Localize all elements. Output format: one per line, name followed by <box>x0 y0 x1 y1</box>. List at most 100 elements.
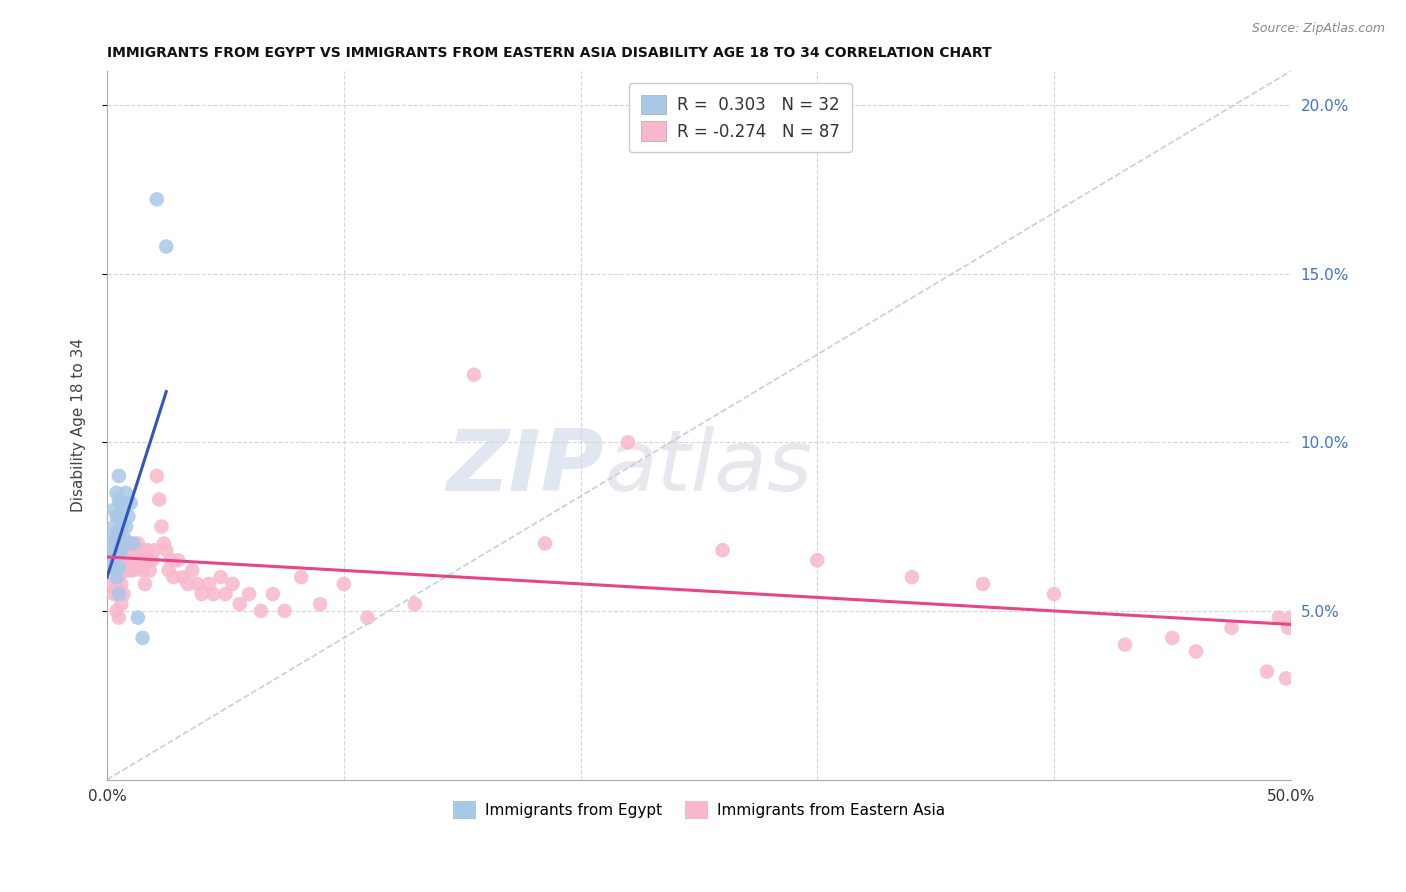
Point <box>110 577 132 591</box>
Point <box>228 597 250 611</box>
Point <box>127 536 149 550</box>
Point <box>101 553 124 567</box>
Point <box>117 509 139 524</box>
Point <box>103 560 125 574</box>
Point <box>108 469 131 483</box>
Point <box>120 496 142 510</box>
Point <box>273 604 295 618</box>
Point <box>105 604 128 618</box>
Point <box>131 631 153 645</box>
Point <box>404 597 426 611</box>
Point <box>103 560 125 574</box>
Point <box>124 553 146 567</box>
Point <box>250 604 273 618</box>
Point <box>214 587 236 601</box>
Point <box>186 577 208 591</box>
Point <box>238 587 260 601</box>
Point <box>148 492 170 507</box>
Point <box>356 610 378 624</box>
Point <box>108 570 131 584</box>
Point <box>309 597 332 611</box>
Point <box>146 192 169 206</box>
Point <box>167 553 190 567</box>
Point <box>972 577 994 591</box>
Point <box>153 536 176 550</box>
Text: atlas: atlas <box>605 426 813 509</box>
Point <box>122 543 145 558</box>
Point <box>101 553 124 567</box>
Legend: Immigrants from Egypt, Immigrants from Eastern Asia: Immigrants from Egypt, Immigrants from E… <box>447 796 952 825</box>
Point <box>221 577 243 591</box>
Point <box>146 469 169 483</box>
Point <box>172 570 194 584</box>
Point <box>112 543 135 558</box>
Point <box>117 543 139 558</box>
Point <box>1268 610 1291 624</box>
Y-axis label: Disability Age 18 to 34: Disability Age 18 to 34 <box>72 338 86 512</box>
Point <box>617 435 640 450</box>
Point <box>1256 665 1278 679</box>
Point <box>191 587 214 601</box>
Point <box>131 543 153 558</box>
Point <box>112 587 135 601</box>
Point <box>198 577 221 591</box>
Point <box>103 519 125 533</box>
Point <box>101 536 124 550</box>
Point <box>1114 638 1136 652</box>
Point <box>155 543 177 558</box>
Point <box>108 610 131 624</box>
Point <box>120 560 142 574</box>
Point <box>122 563 145 577</box>
Point <box>108 509 131 524</box>
Point <box>143 543 166 558</box>
Point <box>157 563 180 577</box>
Point <box>1185 644 1208 658</box>
Point <box>103 536 125 550</box>
Point <box>131 563 153 577</box>
Point <box>110 557 132 571</box>
Point <box>1161 631 1184 645</box>
Point <box>122 536 145 550</box>
Point <box>108 560 131 574</box>
Point <box>108 530 131 544</box>
Point <box>117 563 139 577</box>
Text: Source: ZipAtlas.com: Source: ZipAtlas.com <box>1251 22 1385 36</box>
Point <box>110 496 132 510</box>
Point <box>115 536 138 550</box>
Point <box>108 587 131 601</box>
Point <box>134 553 156 567</box>
Point <box>176 577 198 591</box>
Point <box>1043 587 1066 601</box>
Point <box>134 577 156 591</box>
Point <box>105 526 128 541</box>
Point <box>108 530 131 544</box>
Point <box>103 530 125 544</box>
Point <box>115 560 138 574</box>
Point <box>112 563 135 577</box>
Point <box>108 549 131 564</box>
Point <box>290 570 312 584</box>
Point <box>110 536 132 550</box>
Point <box>463 368 485 382</box>
Text: IMMIGRANTS FROM EGYPT VS IMMIGRANTS FROM EASTERN ASIA DISABILITY AGE 18 TO 34 CO: IMMIGRANTS FROM EGYPT VS IMMIGRANTS FROM… <box>107 46 991 61</box>
Point <box>155 239 177 253</box>
Point <box>101 577 124 591</box>
Point <box>108 587 131 601</box>
Point <box>127 560 149 574</box>
Point <box>181 563 204 577</box>
Point <box>108 543 131 558</box>
Point <box>1277 621 1299 635</box>
Point <box>162 570 184 584</box>
Point <box>105 570 128 584</box>
Point <box>110 519 132 533</box>
Point <box>806 553 828 567</box>
Point <box>333 577 356 591</box>
Point <box>105 543 128 558</box>
Point <box>202 587 225 601</box>
Point <box>105 486 128 500</box>
Point <box>711 543 734 558</box>
Point <box>136 543 159 558</box>
Point <box>127 610 149 624</box>
Text: ZIP: ZIP <box>447 426 605 509</box>
Point <box>112 502 135 516</box>
